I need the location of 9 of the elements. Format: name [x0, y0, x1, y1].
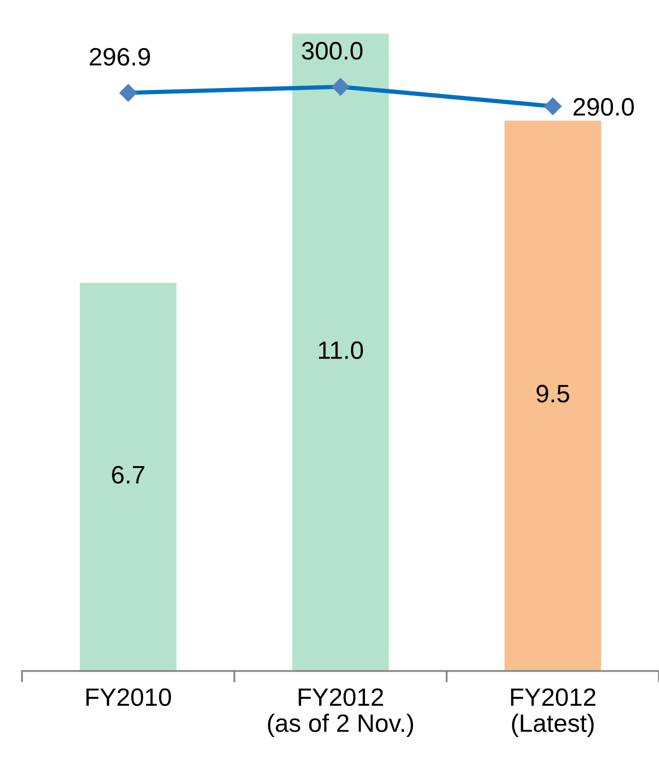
data-label: 11.0 — [319, 341, 363, 360]
x-tick-label: FY2012 (as of 2 Nov.) — [268, 688, 414, 737]
data-label: 9.5 — [536, 384, 570, 403]
data-label: 6.7 — [112, 466, 144, 484]
x-tick-label: FY2012 (Latest) — [511, 688, 596, 737]
data-label: 300.0 — [302, 42, 362, 60]
data-label: 290.0 — [574, 98, 634, 116]
x-tick-label: FY2010 — [86, 688, 171, 706]
data-label: 296.9 — [90, 48, 150, 66]
